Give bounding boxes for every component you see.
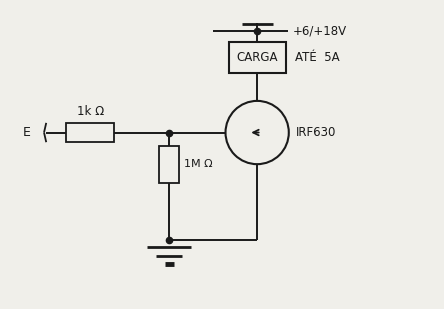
Text: 1M Ω: 1M Ω <box>183 159 212 169</box>
Text: CARGA: CARGA <box>236 51 278 64</box>
Circle shape <box>226 101 289 164</box>
Bar <box>66 123 115 142</box>
Text: 1k Ω: 1k Ω <box>76 105 104 118</box>
Bar <box>229 42 286 73</box>
Text: IRF630: IRF630 <box>295 126 336 139</box>
Bar <box>159 146 179 183</box>
Text: +6/+18V: +6/+18V <box>293 25 347 38</box>
Text: E: E <box>23 126 30 139</box>
Text: ATÉ  5A: ATÉ 5A <box>294 51 339 64</box>
